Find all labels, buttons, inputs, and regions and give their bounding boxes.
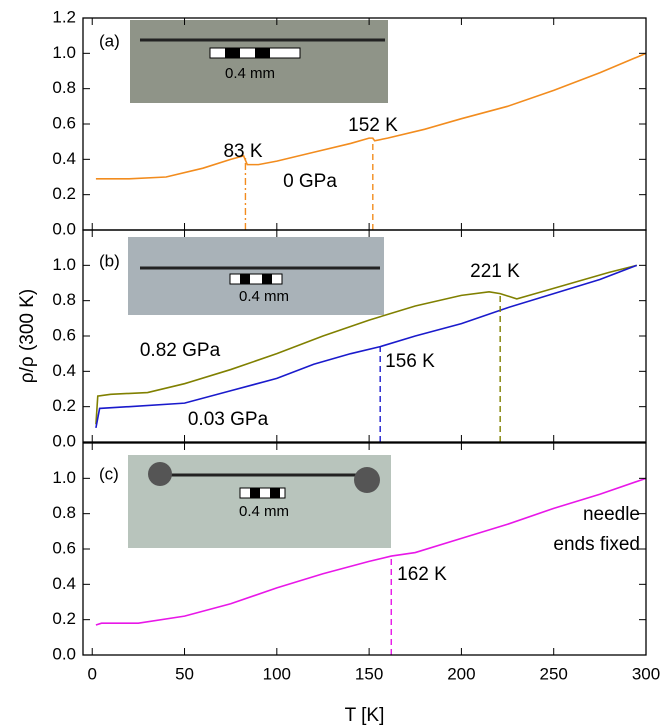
x-tick-label: 100: [263, 664, 291, 683]
inset-scale-label: 0.4 mm: [225, 65, 275, 82]
y-tick-label: 0.2: [52, 184, 76, 203]
y-axis-label: ρ/ρ (300 K): [17, 289, 38, 383]
marker-label: 152 K: [348, 115, 398, 136]
panel-label: (c): [99, 464, 119, 483]
series-label: 0 GPa: [283, 171, 337, 192]
y-tick-label: 1.0: [52, 255, 76, 274]
x-tick-label: 50: [175, 664, 194, 683]
marker-label: 221 K: [470, 261, 520, 282]
inset-scale-label: 0.4 mm: [239, 288, 289, 305]
series-label: 0.03 GPa: [188, 409, 269, 430]
y-tick-label: 0.8: [52, 78, 76, 97]
x-tick-label: 150: [355, 664, 383, 683]
y-tick-label: 0.4: [52, 149, 76, 168]
y-tick-label: 1.0: [52, 468, 76, 487]
y-tick-label: 0.8: [52, 290, 76, 309]
figure: 0 GPa 83 K 152 K 0.0 0.2 0.4 0.6 0.8 1.0 1.2 (a) 0.…: [0, 0, 663, 728]
marker-label: 83 K: [223, 141, 262, 162]
y-tick-label: 0.6: [52, 113, 76, 132]
y-tick-label: 0.0: [52, 431, 76, 450]
y-tick-label: 0.4: [52, 574, 76, 593]
y-tick-label: 0.0: [52, 219, 76, 238]
y-tick-label: 0.0: [52, 644, 76, 663]
x-axis-label: T [K]: [345, 705, 385, 726]
inset-scale-label: 0.4 mm: [239, 503, 289, 520]
panel-label: (b): [99, 251, 120, 270]
insets: [128, 20, 391, 548]
y-tick-label: 1.2: [52, 7, 76, 26]
y-tick-label: 0.2: [52, 396, 76, 415]
x-tick-label: 250: [540, 664, 568, 683]
panel-label: (a): [99, 31, 120, 50]
note: needle: [583, 504, 640, 525]
note: ends fixed: [553, 534, 640, 555]
series-label: 0.82 GPa: [140, 340, 221, 361]
y-tick-label: 0.8: [52, 503, 76, 522]
y-tick-label: 0.4: [52, 361, 76, 380]
y-tick-label: 0.2: [52, 609, 76, 628]
marker-label: 156 K: [385, 351, 435, 372]
x-tick-label: 0: [87, 664, 96, 683]
x-tick-label: 300: [632, 664, 660, 683]
y-tick-label: 0.6: [52, 325, 76, 344]
y-tick-label: 0.6: [52, 538, 76, 557]
y-tick-label: 1.0: [52, 43, 76, 62]
x-tick-label: 200: [447, 664, 475, 683]
marker-label: 162 K: [397, 564, 447, 585]
